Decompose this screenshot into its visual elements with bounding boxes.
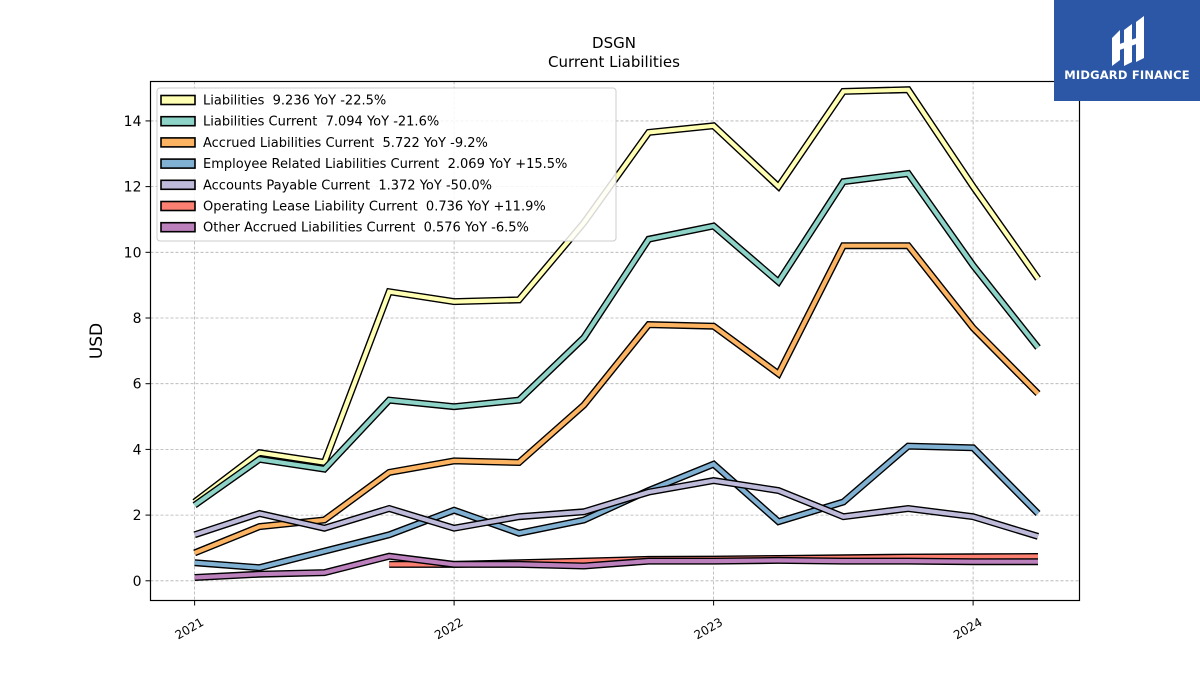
series-layer — [192, 86, 1041, 581]
series-7 — [194, 552, 1038, 581]
series-line — [193, 243, 1040, 555]
x-tick-label: 2023 — [692, 615, 725, 642]
chart-title: DSGN — [592, 34, 636, 52]
x-tick-label: 2022 — [432, 615, 465, 642]
legend: Liabilities 9.236 YoY -22.5% Liabilities … — [156, 87, 617, 242]
legend-swatch — [160, 137, 196, 148]
y-tick-label: 0 — [133, 574, 142, 590]
legend-swatch — [160, 221, 196, 233]
legend-label: Accrued Liabilities Current 5.722 YoY -9… — [203, 136, 488, 151]
legend-label: Liabilities Current 7.094 YoY -21.6% — [203, 115, 439, 130]
plot-frame — [149, 80, 1081, 602]
y-tick-label: 10 — [124, 245, 142, 261]
y-tick-label: 2 — [133, 508, 142, 524]
legend-label: Accounts Payable Current 1.372 YoY -50.0… — [203, 178, 492, 193]
legend-swatch — [160, 94, 196, 106]
series-5 — [193, 477, 1040, 540]
x-tick-label: 2021 — [173, 615, 206, 642]
series-line — [193, 171, 1040, 507]
y-tick-label: 14 — [124, 114, 142, 130]
series-2 — [192, 169, 1041, 509]
brand-name: MIDGARD FINANCE — [1064, 68, 1190, 82]
y-tick-label: 6 — [133, 377, 142, 393]
series-3 — [193, 242, 1041, 557]
legend-label: Other Accrued Liabilities Current 0.576 … — [203, 221, 529, 236]
legend-swatch — [160, 115, 196, 127]
y-tick-label: 4 — [133, 442, 142, 458]
legend-swatch — [160, 200, 196, 212]
series-line — [194, 554, 1038, 580]
y-tick-label: 8 — [133, 311, 142, 327]
chart-subtitle: Current Liabilities — [548, 53, 680, 71]
legend-swatch — [160, 158, 196, 169]
y-tick-label: 12 — [124, 180, 142, 196]
legend-label: Liabilities 9.236 YoY -22.5% — [203, 94, 386, 109]
legend-label: Operating Lease Liability Current 0.736 … — [203, 200, 546, 215]
brand-logo: MIDGARD FINANCE — [1054, 0, 1200, 101]
brand-mark-icon — [1112, 16, 1144, 66]
series-line — [193, 478, 1039, 539]
legend-swatch — [160, 179, 196, 191]
y-axis-label: USD — [87, 323, 107, 359]
legend-box — [156, 87, 617, 242]
legend-label: Employee Related Liabilities Current 2.0… — [203, 157, 567, 172]
x-tick-label: 2024 — [951, 615, 984, 642]
